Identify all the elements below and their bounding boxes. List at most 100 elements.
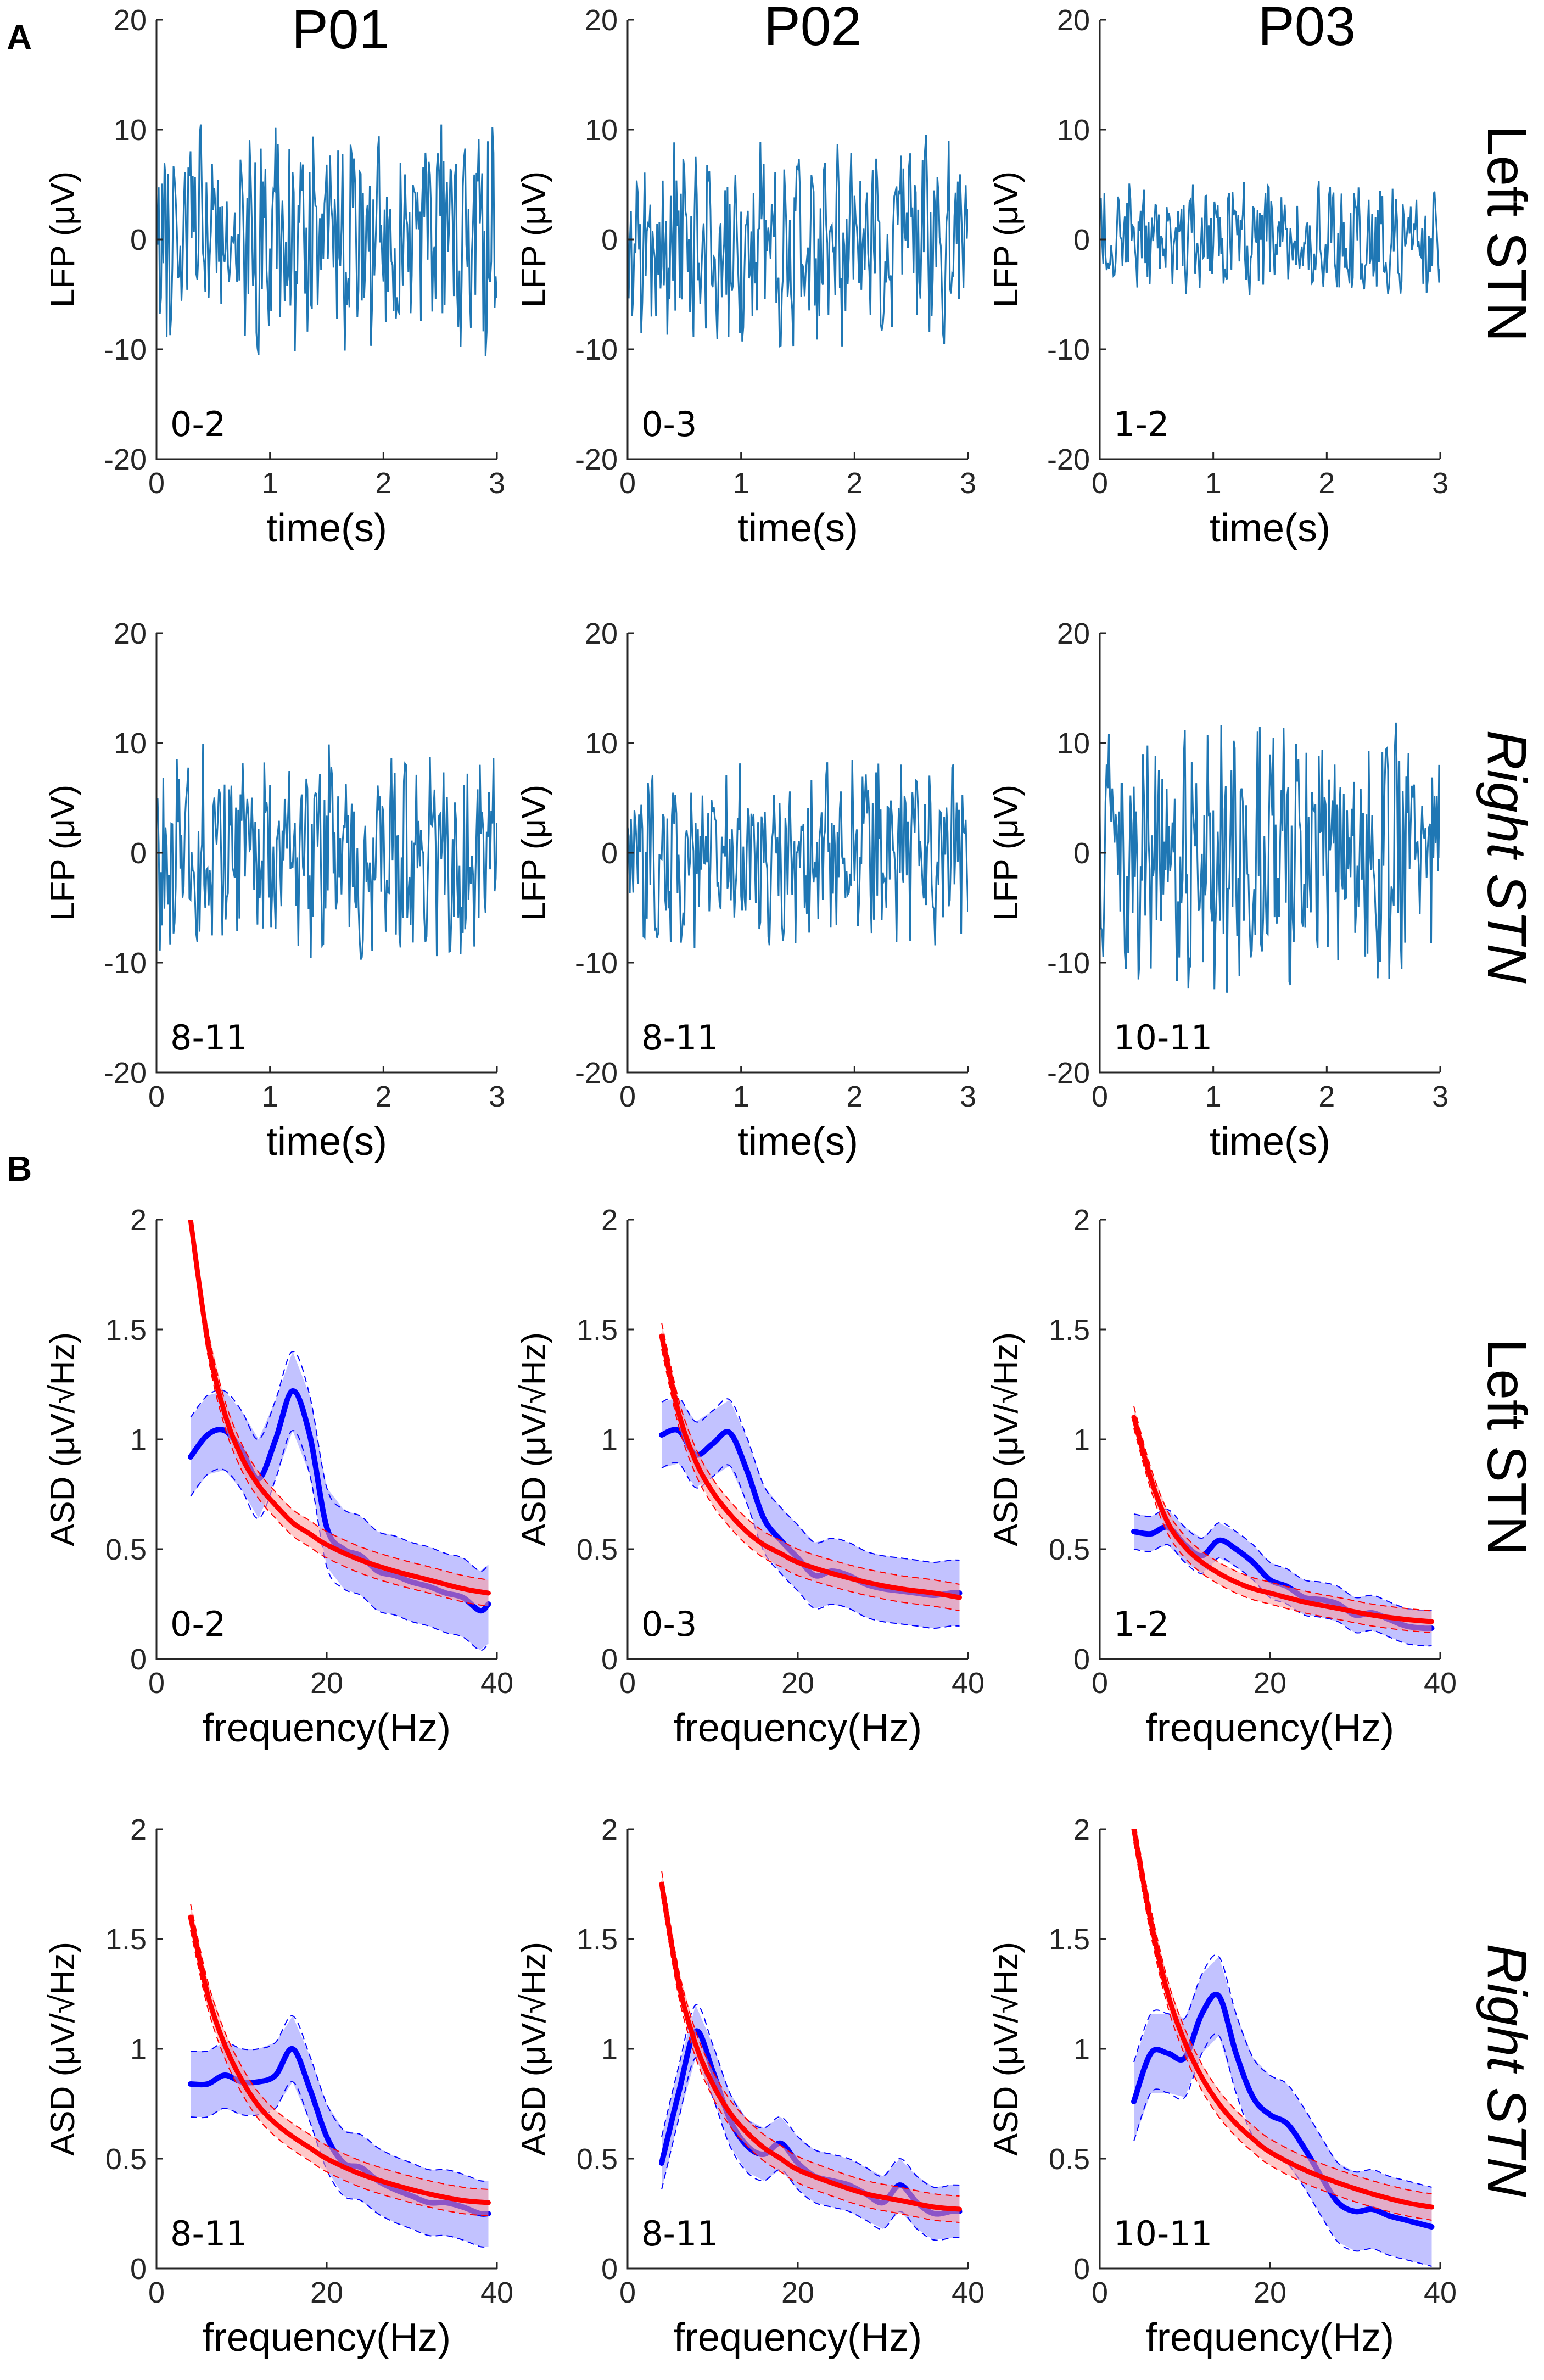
fit-upper-bound <box>192 1220 489 1580</box>
x-axis-label: frequency(Hz) <box>1146 2316 1394 2360</box>
channel-label: 8-11 <box>170 1018 248 1058</box>
y-tick-label: 1.5 <box>577 1314 618 1347</box>
x-tick-label: 2 <box>375 1080 391 1113</box>
y-tick-label: 1 <box>130 2033 147 2066</box>
y-tick-label: -20 <box>575 443 618 476</box>
x-tick-label: 1 <box>1205 467 1222 500</box>
asd-upper-bound <box>1133 1954 1432 2188</box>
x-tick-label: 3 <box>1432 467 1448 500</box>
channel-label: 10-11 <box>1114 2214 1212 2254</box>
y-tick-label: 10 <box>114 114 147 147</box>
y-tick-label: 20 <box>114 4 147 37</box>
y-tick-label: 10 <box>585 114 618 147</box>
y-tick-label: -20 <box>1047 1057 1090 1090</box>
x-tick-label: 1 <box>262 1080 278 1113</box>
y-axis-label-1: LFP (μV) <box>515 171 553 308</box>
y-tick-label: 0.5 <box>1049 2143 1090 2176</box>
y-tick-label: 20 <box>585 4 618 37</box>
fit-lower-bound <box>190 1232 489 1607</box>
y-tick-label: -10 <box>1047 947 1090 980</box>
y-tick-label: 10 <box>1057 727 1090 760</box>
x-tick-label: 0 <box>1092 2276 1108 2309</box>
y-tick-label: 0.5 <box>1049 1533 1090 1566</box>
y-tick-label: 0 <box>601 2253 618 2286</box>
x-tick-label: 0 <box>1092 1667 1108 1700</box>
y-tick-label: 0 <box>130 224 147 256</box>
asd-upper-bound <box>190 1351 489 1572</box>
y-tick-label: 2 <box>1073 1204 1090 1237</box>
y-tick-label: 2 <box>130 1813 147 1846</box>
y-tick-label: 1 <box>1073 1423 1090 1456</box>
subplot-a-p03-left: 0 1 2 3 -20 -10 0 10 20 time(s) LFP (μV) 1-2 <box>987 4 1448 550</box>
y-tick-label: 0 <box>1073 1643 1090 1676</box>
y-tick-label: -20 <box>104 443 147 476</box>
y-tick-label: 0 <box>601 837 618 870</box>
y-tick-label: 0 <box>601 1643 618 1676</box>
x-tick-label: 40 <box>1424 2276 1457 2309</box>
y-tick-label: 1 <box>1073 2033 1090 2066</box>
y-tick-label: 20 <box>585 617 618 650</box>
y-tick-label: 0 <box>1073 2253 1090 2286</box>
subplot-b-p03-left: 0 20 40 0 0.5 1 1.5 2 frequency(Hz) ASD (μV/√Hz) 1… <box>987 1204 1457 1750</box>
fit-lower-bound <box>661 1897 960 2223</box>
y-tick-label: 1 <box>130 1423 147 1456</box>
channel-label: 8-11 <box>170 2214 248 2254</box>
x-tick-label: 1 <box>733 467 749 500</box>
panel-label-b: B <box>7 1149 32 1188</box>
y-tick-label: 10 <box>1057 114 1090 147</box>
x-axis-label: time(s) <box>266 506 387 550</box>
y-tick-label: 20 <box>1057 617 1090 650</box>
y-axis-label-8: ASD (μV/√Hz) <box>987 1332 1025 1546</box>
y-tick-label: 0 <box>130 2253 147 2286</box>
y-tick-label: 1.5 <box>105 1314 147 1347</box>
x-tick-label: 3 <box>489 1080 505 1113</box>
x-axis-label: time(s) <box>737 506 858 550</box>
channel-label: 1-2 <box>1114 404 1169 444</box>
y-tick-label: 0 <box>130 837 147 870</box>
fit-mean-line <box>659 1333 962 1600</box>
x-tick-label: 2 <box>846 467 863 500</box>
x-tick-label: 40 <box>952 1667 984 1700</box>
column-title-p02: P02 <box>764 0 861 57</box>
subplot-b-p02-left: 0 20 40 0 0.5 1 1.5 2 frequency(Hz) ASD (μV/√Hz) 0… <box>515 1204 984 1750</box>
subplot-b-p03-right: 0 20 40 0 0.5 1 1.5 2 frequency(Hz) ASD (μV/√Hz) 1… <box>987 1813 1457 2360</box>
x-tick-label: 0 <box>148 2276 165 2309</box>
y-tick-label: 2 <box>601 1204 618 1237</box>
column-title-p01: P01 <box>292 0 389 60</box>
x-axis-label: time(s) <box>737 1120 858 1164</box>
fit-confidence-band <box>662 1323 960 1611</box>
x-axis-label: time(s) <box>266 1120 387 1164</box>
x-tick-label: 20 <box>310 2276 343 2309</box>
y-tick-label: 2 <box>130 1204 147 1237</box>
y-tick-label: 20 <box>1057 4 1090 37</box>
x-tick-label: 3 <box>960 1080 976 1113</box>
subplot-b-p02-right: 0 20 40 0 0.5 1 1.5 2 frequency(Hz) ASD (μV/√Hz) 8… <box>515 1813 984 2360</box>
x-tick-label: 1 <box>1205 1080 1222 1113</box>
channel-label: 0-2 <box>170 404 226 444</box>
channel-label: 0-3 <box>641 404 697 444</box>
y-tick-label: 0.5 <box>577 2143 618 2176</box>
y-tick-label: 0.5 <box>105 2143 147 2176</box>
channel-label: 8-11 <box>641 2214 719 2254</box>
x-tick-label: 0 <box>619 1080 636 1113</box>
x-axis-label: time(s) <box>1210 1120 1330 1164</box>
x-tick-label: 20 <box>310 1667 343 1700</box>
y-tick-label: -10 <box>104 947 147 980</box>
row-label-b-right: Right STN <box>1476 1943 1537 2197</box>
x-tick-label: 3 <box>1432 1080 1448 1113</box>
asd-lower-bound <box>661 1462 960 1629</box>
lfp-trace <box>1100 722 1440 993</box>
x-tick-label: 2 <box>1318 1080 1335 1113</box>
y-axis-label-3: LFP (μV) <box>44 785 82 921</box>
y-tick-label: 10 <box>114 727 147 760</box>
y-axis-label-7: ASD (μV/√Hz) <box>515 1332 553 1546</box>
y-tick-label: -10 <box>575 947 618 980</box>
fit-mean-line <box>188 1220 491 1596</box>
y-tick-label: 1 <box>601 2033 618 2066</box>
y-axis-label-4: LFP (μV) <box>515 785 553 921</box>
fit-mean-line <box>1131 1829 1434 2210</box>
y-axis-label-6: ASD (μV/√Hz) <box>44 1332 82 1546</box>
y-tick-label: 1.5 <box>1049 1314 1090 1347</box>
x-tick-label: 40 <box>952 2276 984 2309</box>
